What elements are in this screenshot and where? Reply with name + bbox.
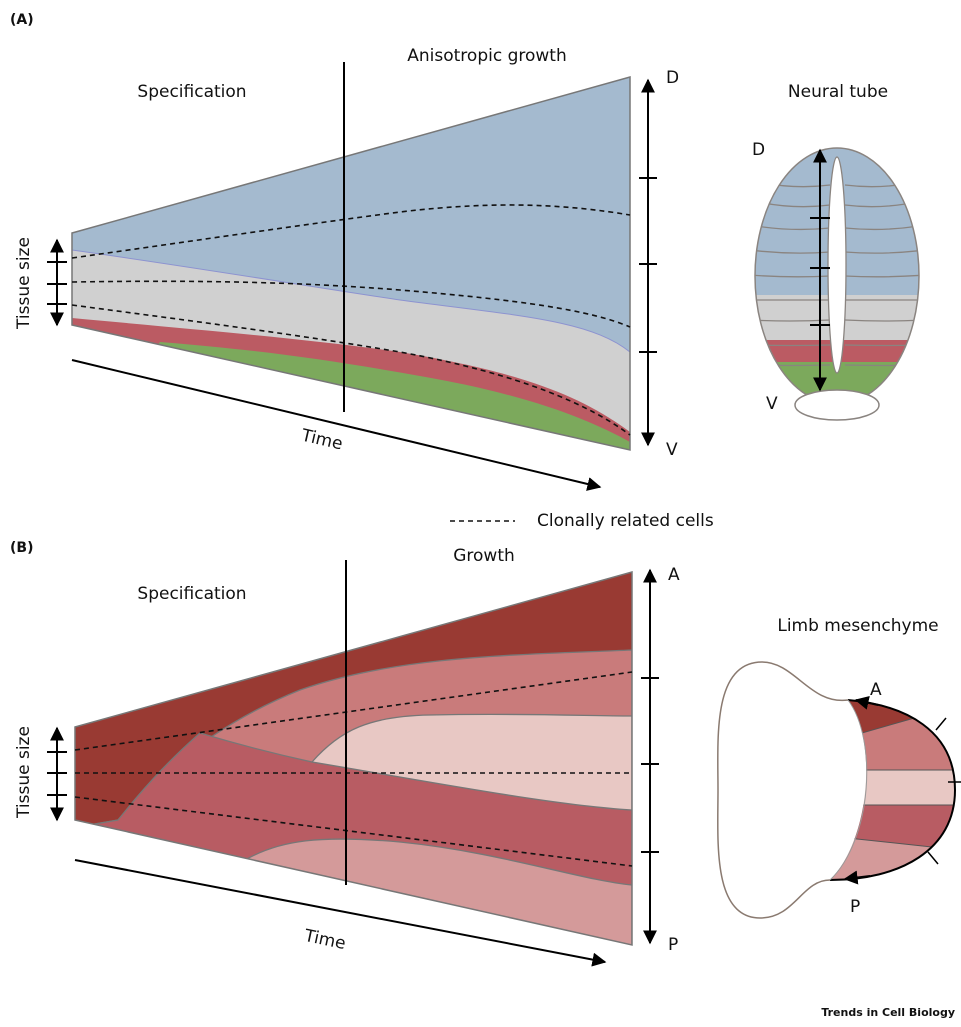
- inset-label: D: [752, 140, 765, 160]
- panel-label: (A): [10, 12, 34, 28]
- time-label: Time: [299, 425, 345, 454]
- y-label: Tissue size: [14, 237, 34, 330]
- panel-b: (B) Specification Growth Time A P Tissue…: [10, 540, 961, 962]
- panel-label: (B): [10, 540, 33, 556]
- phase-title: Specification: [137, 584, 246, 604]
- inset-title: Neural tube: [788, 82, 888, 102]
- figure: (A) Specification Anisotropic growth Tim…: [0, 0, 961, 1023]
- panel-a: (A) Specification Anisotropic growth Tim…: [10, 12, 930, 487]
- inset-title: Limb mesenchyme: [777, 616, 938, 636]
- tissue-regions: [60, 560, 640, 960]
- phase-title: Specification: [137, 82, 246, 102]
- inset-label: V: [766, 394, 778, 414]
- phase-title: Anisotropic growth: [407, 46, 566, 66]
- inset-label: A: [870, 680, 882, 700]
- axis-label: V: [666, 440, 678, 460]
- inset-label: P: [850, 897, 860, 917]
- y-label: Tissue size: [14, 726, 34, 819]
- legend-label: Clonally related cells: [537, 511, 714, 531]
- neural-tube: [750, 140, 930, 412]
- phase-title: Growth: [453, 546, 515, 566]
- axis-label: A: [668, 565, 680, 585]
- time-label: Time: [302, 926, 348, 954]
- tissue-regions: [60, 60, 640, 460]
- axis-label: D: [666, 68, 679, 88]
- limb-outline: [718, 662, 848, 918]
- footer: Trends in Cell Biology: [821, 1006, 955, 1019]
- axis-label: P: [668, 935, 678, 955]
